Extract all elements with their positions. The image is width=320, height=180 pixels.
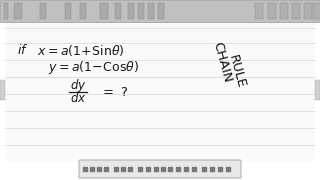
Text: RULE: RULE bbox=[226, 54, 248, 90]
FancyBboxPatch shape bbox=[100, 3, 108, 19]
FancyBboxPatch shape bbox=[14, 3, 22, 19]
Text: CHAIN: CHAIN bbox=[210, 40, 234, 84]
FancyBboxPatch shape bbox=[292, 3, 300, 19]
Text: $\mathit{dy}$: $\mathit{dy}$ bbox=[70, 78, 86, 94]
FancyBboxPatch shape bbox=[313, 3, 320, 19]
Text: $\mathit{y} = \mathit{a}(1\!-\!\mathrm{Cos}\theta)$: $\mathit{y} = \mathit{a}(1\!-\!\mathrm{C… bbox=[48, 58, 139, 75]
FancyBboxPatch shape bbox=[304, 3, 312, 19]
FancyBboxPatch shape bbox=[79, 160, 241, 178]
Text: $= \ ?$: $= \ ?$ bbox=[100, 86, 129, 98]
FancyBboxPatch shape bbox=[5, 22, 315, 162]
FancyBboxPatch shape bbox=[128, 3, 134, 19]
FancyBboxPatch shape bbox=[280, 3, 288, 19]
Text: $\mathit{x} = \mathit{a}(1\!+\!\mathrm{Sin}\theta)$: $\mathit{x} = \mathit{a}(1\!+\!\mathrm{S… bbox=[37, 42, 124, 57]
FancyBboxPatch shape bbox=[255, 3, 263, 19]
FancyBboxPatch shape bbox=[0, 0, 320, 22]
FancyBboxPatch shape bbox=[80, 3, 86, 19]
FancyBboxPatch shape bbox=[148, 3, 154, 19]
FancyBboxPatch shape bbox=[158, 3, 164, 19]
FancyBboxPatch shape bbox=[0, 80, 5, 100]
FancyBboxPatch shape bbox=[65, 3, 71, 19]
FancyBboxPatch shape bbox=[138, 3, 144, 19]
FancyBboxPatch shape bbox=[315, 80, 320, 100]
Text: $\mathit{if}$: $\mathit{if}$ bbox=[17, 43, 28, 57]
Text: $\mathit{dx}$: $\mathit{dx}$ bbox=[70, 91, 86, 105]
FancyBboxPatch shape bbox=[4, 3, 8, 19]
FancyBboxPatch shape bbox=[268, 3, 276, 19]
FancyBboxPatch shape bbox=[115, 3, 121, 19]
FancyBboxPatch shape bbox=[40, 3, 46, 19]
